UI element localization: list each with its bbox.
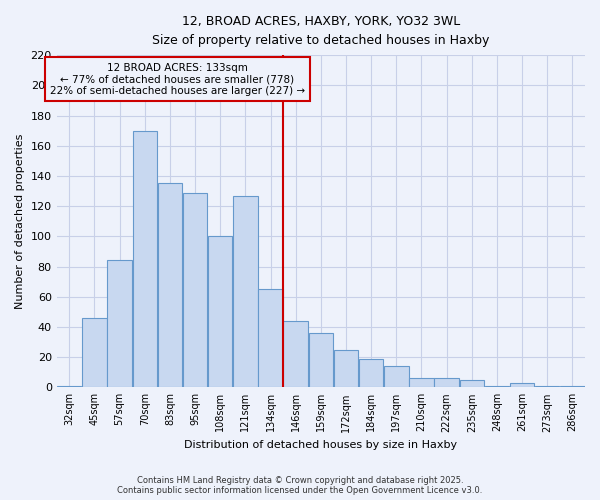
Bar: [359, 358, 383, 388]
Bar: [384, 366, 409, 388]
Bar: [485, 386, 509, 388]
Bar: [183, 192, 207, 388]
Bar: [158, 184, 182, 388]
Bar: [283, 321, 308, 388]
Bar: [133, 130, 157, 388]
X-axis label: Distribution of detached houses by size in Haxby: Distribution of detached houses by size …: [184, 440, 457, 450]
Bar: [434, 378, 459, 388]
Title: 12, BROAD ACRES, HAXBY, YORK, YO32 3WL
Size of property relative to detached hou: 12, BROAD ACRES, HAXBY, YORK, YO32 3WL S…: [152, 15, 490, 47]
Bar: [334, 350, 358, 388]
Text: Contains HM Land Registry data © Crown copyright and database right 2025.
Contai: Contains HM Land Registry data © Crown c…: [118, 476, 482, 495]
Bar: [259, 289, 283, 388]
Y-axis label: Number of detached properties: Number of detached properties: [15, 134, 25, 309]
Bar: [233, 196, 257, 388]
Bar: [208, 236, 232, 388]
Bar: [409, 378, 434, 388]
Bar: [57, 386, 82, 388]
Bar: [308, 333, 333, 388]
Bar: [510, 383, 535, 388]
Bar: [460, 380, 484, 388]
Text: 12 BROAD ACRES: 133sqm
← 77% of detached houses are smaller (778)
22% of semi-de: 12 BROAD ACRES: 133sqm ← 77% of detached…: [50, 62, 305, 96]
Bar: [535, 386, 559, 388]
Bar: [82, 318, 107, 388]
Bar: [560, 386, 584, 388]
Bar: [107, 260, 132, 388]
